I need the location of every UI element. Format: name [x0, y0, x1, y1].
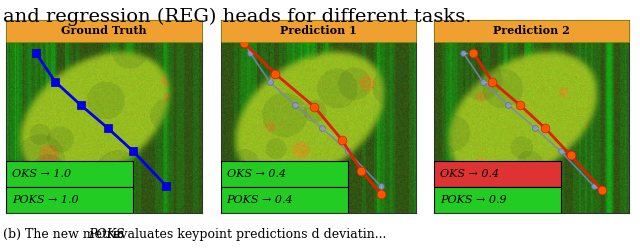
- Point: [128, 149, 138, 153]
- Point: [103, 126, 113, 130]
- Point: [477, 80, 488, 84]
- Text: OKS → 1.0: OKS → 1.0: [12, 169, 72, 179]
- Point: [458, 51, 468, 55]
- Point: [596, 188, 607, 192]
- Point: [309, 105, 319, 109]
- FancyBboxPatch shape: [434, 161, 561, 187]
- Point: [264, 80, 275, 84]
- Point: [540, 126, 550, 130]
- Point: [503, 103, 513, 107]
- Text: POKS: POKS: [88, 228, 125, 241]
- Point: [342, 149, 353, 153]
- Point: [337, 138, 347, 142]
- Point: [376, 192, 386, 196]
- Point: [556, 149, 566, 153]
- Text: OKS → 0.4: OKS → 0.4: [227, 169, 286, 179]
- Point: [468, 51, 478, 55]
- Point: [239, 41, 250, 45]
- Text: POKS → 1.0: POKS → 1.0: [12, 195, 79, 205]
- Point: [31, 51, 41, 55]
- Text: Ground Truth: Ground Truth: [61, 26, 147, 36]
- Text: (b) The new metric: (b) The new metric: [3, 228, 128, 241]
- Text: OKS → 0.4: OKS → 0.4: [440, 169, 499, 179]
- Point: [589, 184, 599, 188]
- Point: [566, 153, 576, 157]
- FancyBboxPatch shape: [221, 161, 348, 187]
- FancyBboxPatch shape: [221, 187, 348, 213]
- Point: [317, 126, 328, 130]
- Text: POKS → 0.9: POKS → 0.9: [440, 195, 506, 205]
- Point: [515, 103, 525, 107]
- Text: and regression (REG) heads for different tasks.: and regression (REG) heads for different…: [3, 7, 472, 26]
- FancyBboxPatch shape: [6, 187, 133, 213]
- Point: [290, 103, 300, 107]
- FancyBboxPatch shape: [6, 161, 133, 187]
- FancyBboxPatch shape: [6, 20, 202, 42]
- Point: [376, 184, 386, 188]
- FancyBboxPatch shape: [221, 20, 416, 42]
- Point: [488, 80, 498, 84]
- FancyBboxPatch shape: [434, 187, 561, 213]
- Point: [50, 80, 60, 84]
- Point: [270, 72, 280, 76]
- Text: evaluates keypoint predictions d deviatin...: evaluates keypoint predictions d deviati…: [109, 228, 386, 241]
- Point: [161, 184, 172, 188]
- Text: Prediction 2: Prediction 2: [493, 26, 570, 36]
- Text: POKS → 0.4: POKS → 0.4: [227, 195, 293, 205]
- Point: [531, 126, 541, 130]
- Point: [245, 51, 255, 55]
- FancyBboxPatch shape: [434, 20, 629, 42]
- Point: [356, 169, 367, 173]
- Point: [76, 103, 86, 107]
- Text: Prediction 1: Prediction 1: [280, 26, 356, 36]
